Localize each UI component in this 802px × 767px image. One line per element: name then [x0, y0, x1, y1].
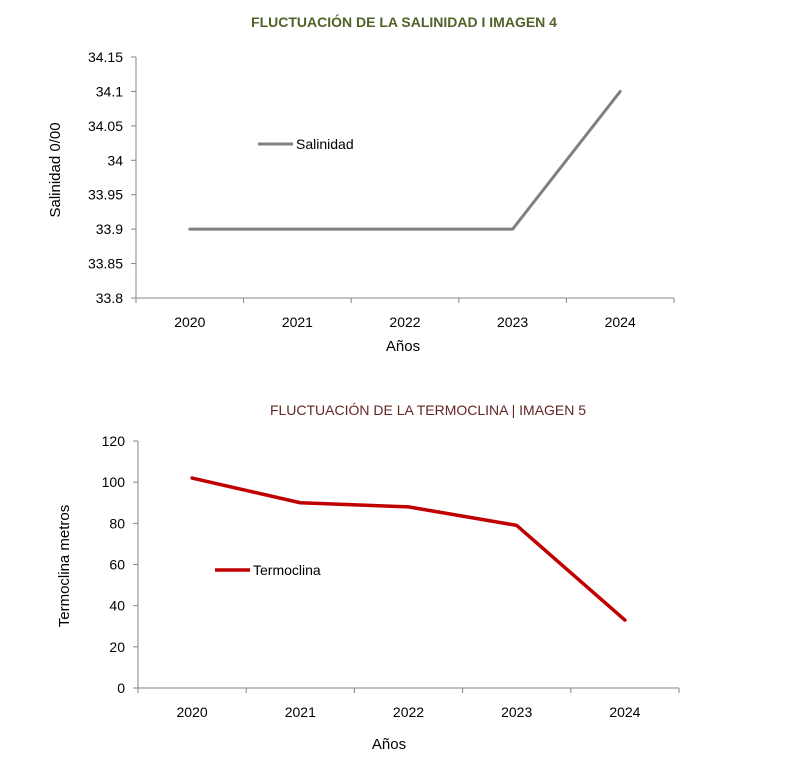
salinity-x-tick-label: 2021	[282, 314, 313, 330]
thermocline-series-line	[190, 476, 627, 622]
thermocline-chart: FLUCTUACIÓN DE LA TERMOCLINA | IMAGEN 5 …	[56, 402, 680, 753]
salinity-y-tick-label: 33.95	[88, 187, 123, 203]
thermocline-x-tick-label: 2022	[393, 704, 424, 720]
salinity-x-axis-title: Años	[386, 338, 420, 355]
salinity-legend: Salinidad	[258, 136, 354, 152]
salinity-x-tick-label: 2022	[389, 314, 420, 330]
thermocline-x-axis-title: Años	[372, 736, 406, 753]
salinity-x-tick-label: 2024	[605, 314, 636, 330]
salinity-chart-title: FLUCTUACIÓN DE LA SALINIDAD I IMAGEN 4	[251, 13, 557, 30]
thermocline-y-tick-label: 40	[109, 598, 125, 614]
thermocline-y-axis-title: Termoclina metros	[56, 505, 73, 628]
salinity-x-tick-label: 2020	[174, 314, 205, 330]
thermocline-x-tick-label: 2021	[285, 704, 316, 720]
salinity-y-axis-title: Salinidad 0/00	[47, 122, 64, 217]
salinity-y-tick-label: 34.1	[96, 83, 123, 99]
salinity-chart: FLUCTUACIÓN DE LA SALINIDAD I IMAGEN 4 3…	[47, 13, 675, 355]
salinity-series-line	[188, 89, 622, 231]
thermocline-y-tick-label: 80	[109, 515, 125, 531]
thermocline-y-tick-label: 100	[102, 474, 126, 490]
thermocline-chart-title: FLUCTUACIÓN DE LA TERMOCLINA | IMAGEN 5	[270, 402, 586, 418]
thermocline-x-tick-label: 2023	[501, 704, 532, 720]
salinity-legend-label: Salinidad	[296, 136, 354, 152]
salinity-y-tick-label: 33.85	[88, 256, 123, 272]
thermocline-y-tick-label: 60	[109, 557, 125, 573]
salinity-y-tick-label: 33.9	[96, 221, 123, 237]
thermocline-legend-label: Termoclina	[253, 562, 321, 578]
salinity-y-tick-label: 34.05	[88, 118, 123, 134]
thermocline-x-tick-label: 2024	[609, 704, 640, 720]
thermocline-x-tick-label: 2020	[177, 704, 208, 720]
salinity-y-tick-label: 33.8	[96, 290, 123, 306]
thermocline-y-tick-label: 120	[102, 433, 126, 449]
salinity-y-tick-label: 34	[107, 152, 123, 168]
salinity-x-tick-label: 2023	[497, 314, 528, 330]
thermocline-legend: Termoclina	[215, 562, 321, 578]
salinity-y-tick-label: 34.15	[88, 49, 123, 65]
thermocline-y-tick-label: 20	[109, 639, 125, 655]
thermocline-y-tick-label: 0	[117, 680, 125, 696]
